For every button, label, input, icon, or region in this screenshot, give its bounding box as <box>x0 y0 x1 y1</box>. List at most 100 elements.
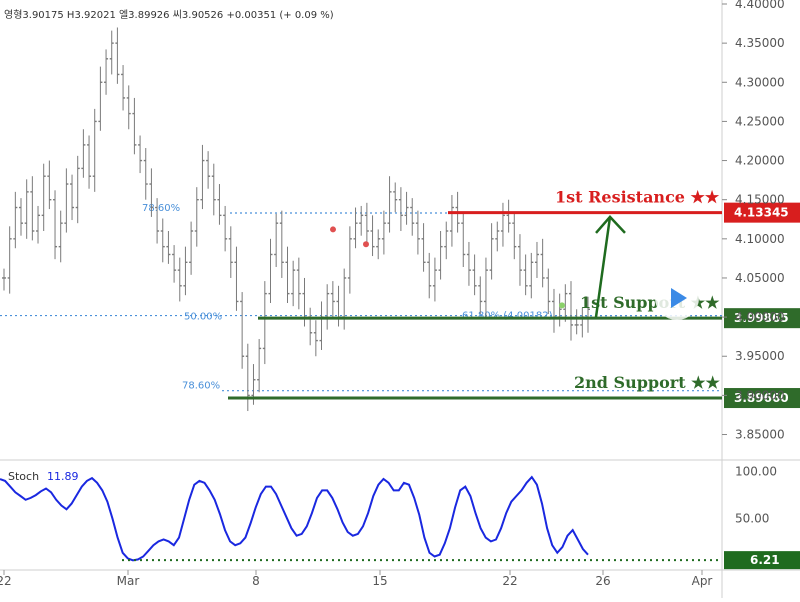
candle <box>557 293 562 327</box>
candle <box>512 213 517 260</box>
signal-dot <box>559 302 565 309</box>
candle <box>489 223 494 280</box>
candle <box>568 281 573 341</box>
stoch-line <box>0 475 589 562</box>
candle <box>506 199 511 233</box>
level-title: 1st Resistance ★★ <box>555 188 720 207</box>
candle <box>115 27 120 84</box>
time-tick-label: Mar <box>117 574 140 588</box>
candle <box>410 198 415 236</box>
candle <box>87 135 92 189</box>
candle <box>308 307 313 346</box>
candle <box>563 284 568 322</box>
forecast-arrow-head <box>595 215 626 234</box>
candle <box>404 191 409 225</box>
candle <box>166 231 171 264</box>
candle <box>580 307 585 338</box>
candle <box>172 245 177 283</box>
ohlc-header: 영형3.90175 H3.92021 엘3.89926 씨3.90526 +0.… <box>4 10 334 21</box>
candle <box>359 205 364 236</box>
candle <box>104 49 109 95</box>
candle <box>30 176 35 241</box>
candle <box>574 309 579 335</box>
stoch-tick-label: 50.00 <box>735 512 769 526</box>
candle <box>64 168 69 233</box>
candle <box>177 257 182 302</box>
price-tick-label: 3.95000 <box>735 349 785 363</box>
play-button[interactable] <box>655 276 699 320</box>
fibonacci-label: 78.60% <box>142 203 180 214</box>
candle <box>517 234 522 286</box>
candle <box>262 281 267 365</box>
signal-dot <box>363 241 369 248</box>
candle <box>387 176 392 233</box>
candle <box>75 155 80 224</box>
fibonacci-label: 78.60% <box>182 381 220 392</box>
time-tick-label: Apr <box>692 574 713 588</box>
candle <box>183 246 188 296</box>
candle <box>466 241 471 286</box>
time-tick-label: 8 <box>252 574 260 588</box>
candle <box>347 226 352 294</box>
fibonacci-label: 50.00% <box>184 312 222 323</box>
candle <box>228 226 233 278</box>
candle <box>478 276 483 314</box>
forecast-arrow-shaft <box>594 216 612 318</box>
candle <box>19 198 24 236</box>
candle <box>438 231 443 280</box>
candle <box>53 190 58 260</box>
candle <box>529 252 534 299</box>
candle <box>330 281 335 318</box>
candle <box>41 163 46 231</box>
signal-dot <box>330 226 336 233</box>
candle <box>58 210 63 263</box>
candle <box>245 343 250 412</box>
candle <box>7 226 12 294</box>
level-price-tag-text: 3.99865 <box>734 311 789 325</box>
time-tick-label: 22 <box>502 574 517 588</box>
candle <box>268 238 273 304</box>
candle <box>500 202 505 247</box>
price-tick-label: 4.00000 <box>735 310 785 324</box>
candle <box>217 184 222 225</box>
candle <box>109 30 114 75</box>
candle <box>336 285 341 327</box>
candle <box>234 246 239 311</box>
time-tick-label: 26 <box>595 574 610 588</box>
candle <box>143 148 148 200</box>
fibonacci-label: 61.80% (4.00182) <box>462 311 553 322</box>
candle <box>432 257 437 302</box>
candle <box>121 65 126 111</box>
candle <box>296 257 301 310</box>
stoch-level-tag-text: 6.21 <box>750 553 780 567</box>
candle <box>472 254 477 296</box>
candle <box>98 66 103 131</box>
candle <box>364 202 369 247</box>
level-title: 2nd Support ★★ <box>574 373 720 392</box>
candle <box>240 292 245 369</box>
candle <box>376 229 381 260</box>
candle <box>206 151 211 189</box>
candle <box>160 218 165 263</box>
candle <box>47 160 52 210</box>
candle <box>189 221 194 275</box>
price-tick-label: 4.05000 <box>735 271 785 285</box>
candle <box>461 213 466 268</box>
candle <box>495 221 500 252</box>
price-tick-label: 3.85000 <box>735 428 785 442</box>
candle <box>138 135 143 174</box>
candle <box>342 268 347 330</box>
candle <box>444 221 449 260</box>
time-tick-label: 15 <box>372 574 387 588</box>
price-tick-label: 4.25000 <box>735 114 785 128</box>
candle <box>279 210 284 278</box>
candle <box>126 85 131 130</box>
candle <box>393 182 398 213</box>
level-price-tag: 4.13345 <box>724 202 800 223</box>
candle <box>313 320 318 357</box>
candle <box>415 210 420 255</box>
candle <box>92 108 97 192</box>
level-price-tag: 3.89660 <box>724 388 800 409</box>
candle <box>449 194 454 247</box>
